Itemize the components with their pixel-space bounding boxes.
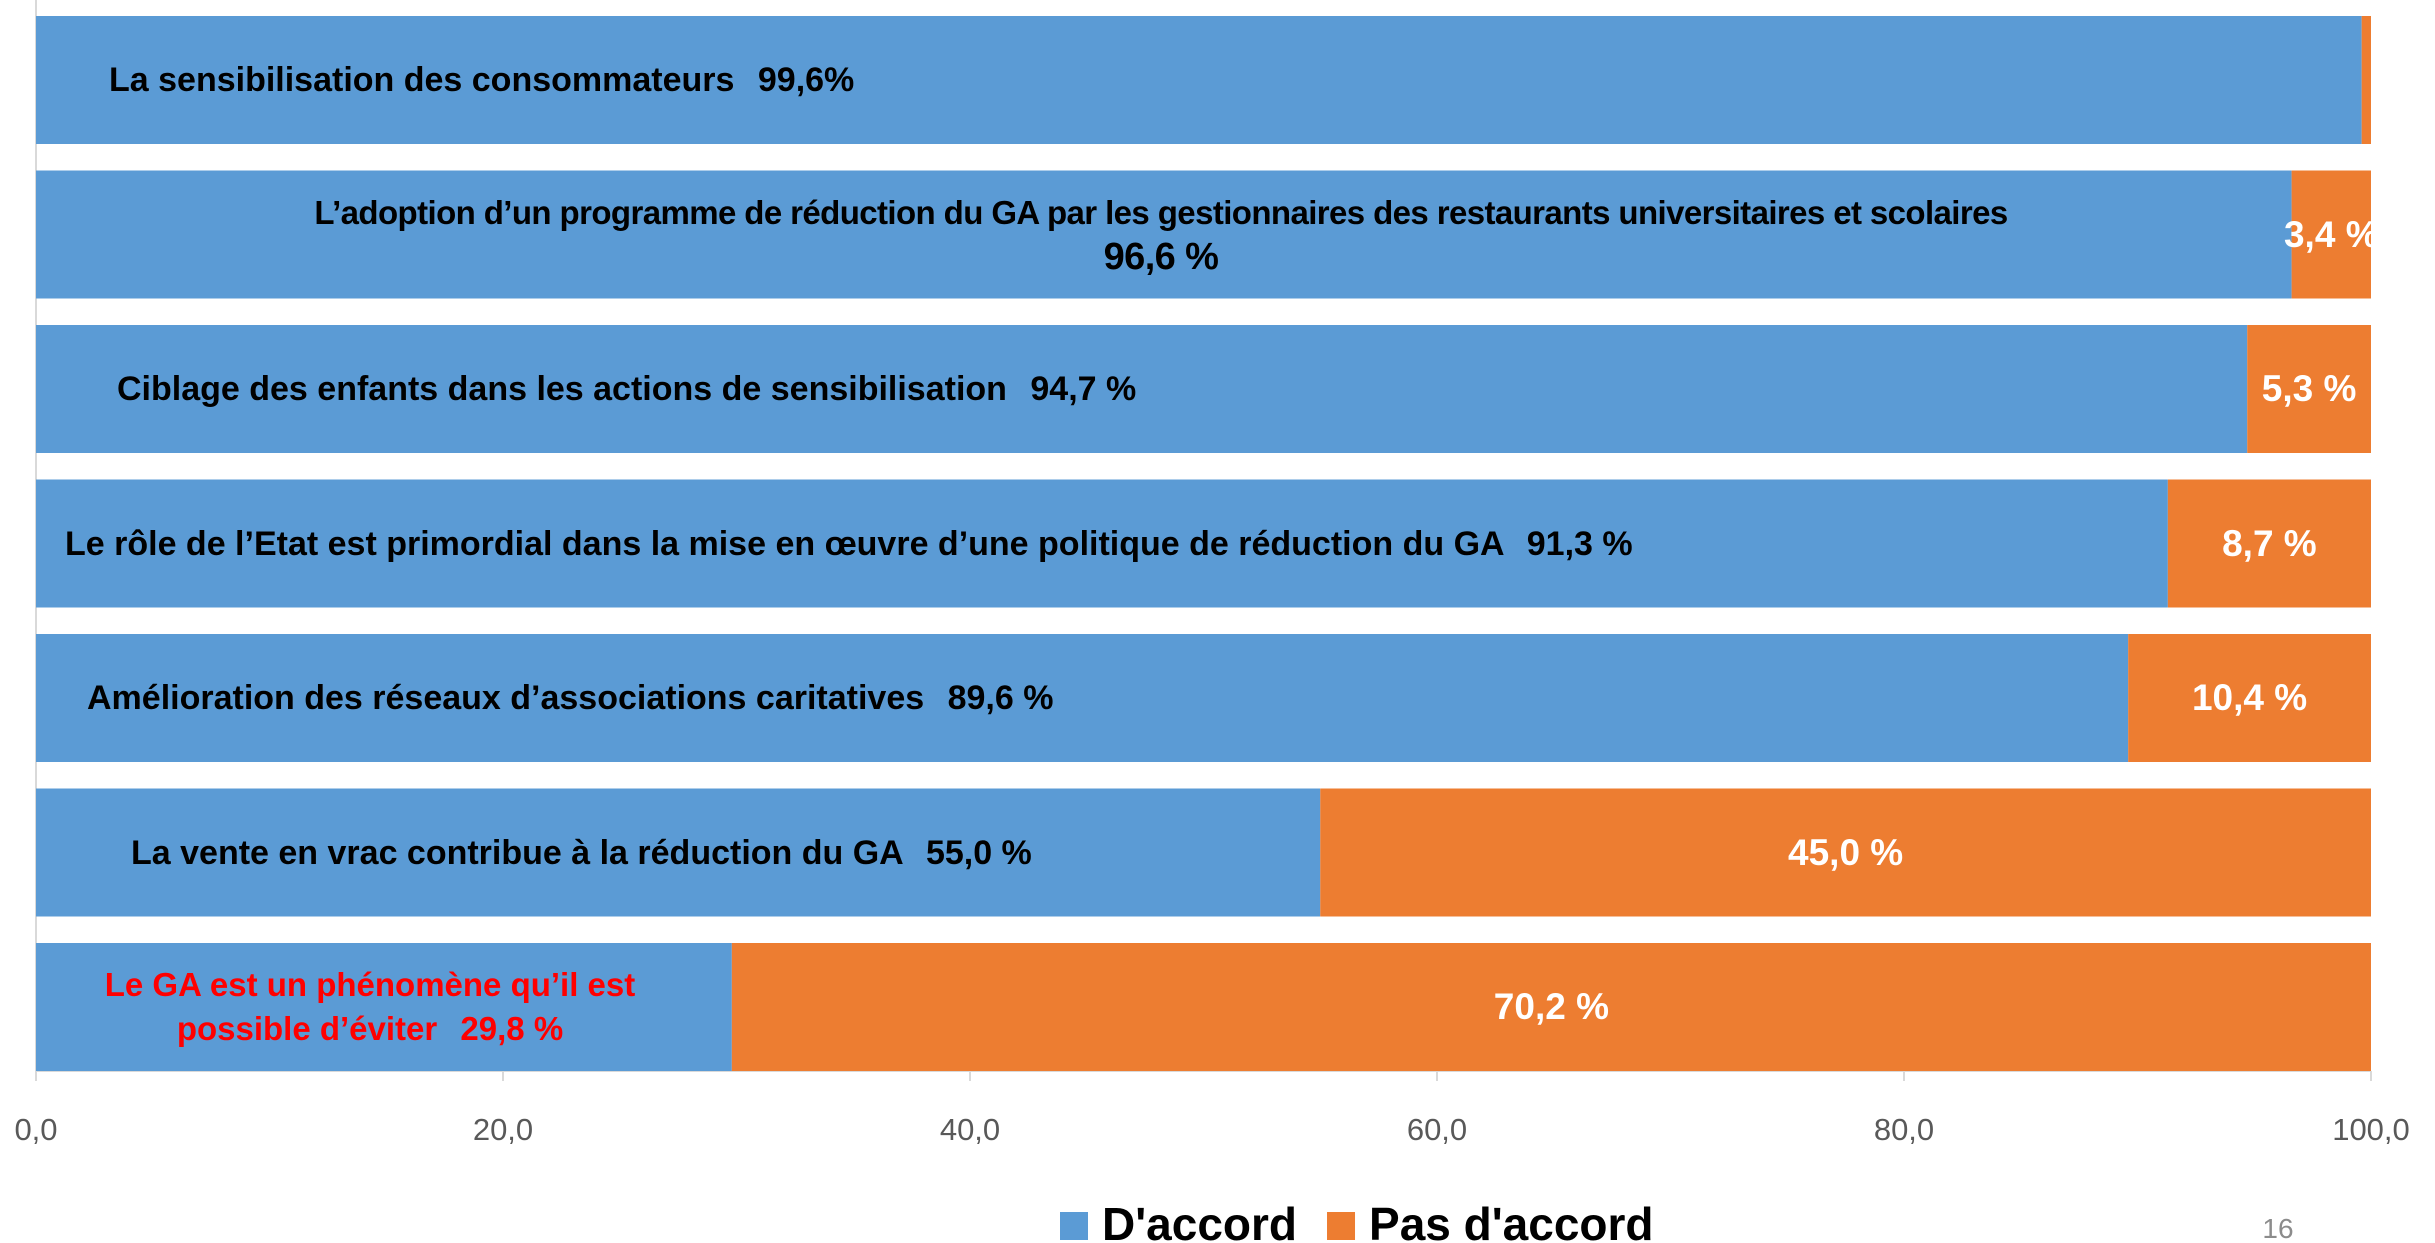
bar-label: La vente en vrac contribue à la réductio… [131, 789, 2331, 917]
category-label: La sensibilisation des consommateurs [109, 61, 735, 99]
value-label: 10,4 % [2191, 677, 2308, 718]
bar-label-text: La vente en vrac contribue à la réductio… [131, 831, 1032, 875]
bar-segment [36, 788, 1321, 917]
x-tick-label: 40,0 [940, 1112, 1000, 1147]
bar-segment [1320, 788, 2371, 917]
value-label: 89,6 % [947, 679, 1054, 717]
bar-label-text: Amélioration des réseaux d’associations … [87, 676, 1053, 720]
bar-label: Ciblage des enfants dans les actions de … [117, 325, 2317, 453]
bar-segment [36, 16, 2362, 144]
bar-label: L’adoption d’un programme de réduction d… [46, 171, 2276, 299]
bar-value-label: 10,4 % [2128, 634, 2371, 762]
bar-segment [36, 170, 2292, 299]
x-tick-label: 20,0 [473, 1112, 533, 1147]
bar-segment [2247, 325, 2371, 453]
value-label: 70,2 % [1493, 986, 1609, 1027]
bar-segment [2167, 479, 2371, 608]
bar-label-text: Ciblage des enfants dans les actions de … [117, 367, 1136, 411]
x-tick-label: 80,0 [1874, 1112, 1934, 1147]
value-label: 99,6% [757, 61, 855, 99]
bar-segment [2361, 16, 2371, 144]
bar-segment [36, 325, 2248, 453]
bar-segment [2291, 170, 2371, 299]
bar-label: Amélioration des réseaux d’associations … [87, 634, 2287, 762]
x-tick-label: 0,0 [14, 1112, 57, 1147]
value-label: 45,0 % [1788, 831, 1904, 873]
bar-value-label: 8,7 % [2168, 480, 2371, 608]
bar-label-text: Le GA est un phénomène qu’il est possibl… [90, 963, 650, 1051]
legend-label: Pas d'accord [1369, 1198, 1654, 1243]
value-label: 8,7 % [2222, 522, 2317, 564]
bar-segment [36, 943, 732, 1071]
value-label: 29,8 % [460, 1010, 564, 1047]
value-label: 55,0 % [925, 833, 1032, 872]
value-label: 91,3 % [1526, 524, 1633, 563]
bar-label-text: Le rôle de l’Etat est primordial dans la… [65, 522, 1633, 566]
bar-segment [36, 634, 2129, 762]
bar-label: Le GA est un phénomène qu’il est possibl… [90, 943, 650, 1071]
legend-label: D'accord [1102, 1198, 1297, 1243]
value-label: 5,3 % [2261, 368, 2357, 409]
category-label: Le GA est un phénomène qu’il est possibl… [104, 966, 636, 1047]
category-label: L’adoption d’un programme de réduction d… [314, 193, 2008, 231]
bar-segment [36, 479, 2168, 608]
category-label: Amélioration des réseaux d’associations … [87, 679, 925, 717]
bar-label-text: L’adoption d’un programme de réduction d… [46, 191, 2276, 279]
category-label: La vente en vrac contribue à la réductio… [131, 833, 903, 872]
bar-value-label: 45,0 % [1320, 789, 2371, 917]
legend-swatch [1060, 1212, 1088, 1240]
value-label: 96,6 % [1103, 235, 1219, 278]
x-tick-label: 100,0 [2332, 1112, 2410, 1147]
bar-value-label: 70,2 % [732, 943, 2371, 1071]
legend-swatch [1327, 1212, 1356, 1240]
page-number: 16 [2262, 1213, 2293, 1243]
bar-value-label: 3,4 % [2284, 171, 2379, 299]
value-label: 3,4 % [2283, 213, 2379, 255]
bar-label: La sensibilisation des consommateurs 99,… [109, 16, 2309, 144]
category-label: Ciblage des enfants dans les actions de … [117, 370, 1007, 408]
bar-label-text: La sensibilisation des consommateurs 99,… [109, 58, 854, 102]
x-tick-label: 60,0 [1407, 1112, 1467, 1147]
value-label: 94,7 % [1030, 370, 1137, 408]
bar-segment [2128, 634, 2371, 762]
bar-label: Le rôle de l’Etat est primordial dans la… [65, 480, 2265, 608]
bar-segment [731, 943, 2371, 1071]
bar-value-label: 5,3 % [2247, 325, 2371, 453]
category-label: Le rôle de l’Etat est primordial dans la… [65, 524, 1504, 563]
